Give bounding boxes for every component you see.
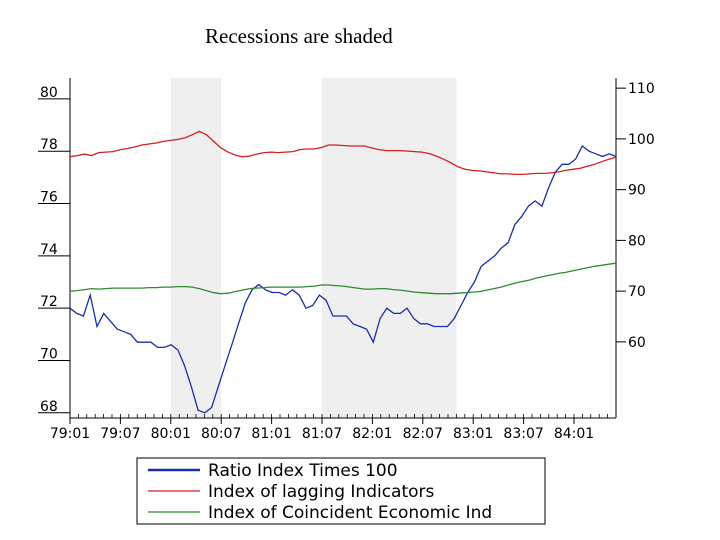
right-axis-tick-label: 90 [628,183,646,199]
series-line-3 [69,262,617,295]
x-tick-label: 81:07 [302,426,342,442]
left-axis-tick-label: 80 [40,85,58,101]
legend-label-3: Index of Coincident Economic Ind [208,503,492,523]
chart-title: Recessions are shaded [205,24,393,48]
right-axis-tick-label: 60 [628,335,646,351]
right-axis-tick-label: 110 [628,81,655,97]
series-line-2 [69,130,617,176]
x-tick-label: 79:07 [100,426,140,442]
recession-band-2 [322,78,457,418]
left-axis-tick-label: 72 [40,294,58,310]
x-tick-label: 80:07 [201,426,241,442]
legend-box [136,457,546,525]
right-axis-tick-label: 70 [628,284,646,300]
series-layer [69,130,617,414]
left-axis-tick-label: 68 [40,399,58,415]
tick-layer: 79:01 79:07 80:01 80:07 81:01 81:07 82:01 82:07… [38,81,655,442]
x-tick-label: 83:07 [503,426,543,442]
legend-label-1: Ratio Index Times 100 [208,461,398,481]
x-tick-label: 82:01 [352,426,392,442]
x-tick-label: 81:01 [251,426,291,442]
left-axis-tick-label: 76 [40,190,58,206]
right-axis-tick-label: 100 [628,132,655,148]
left-axis-tick-label: 70 [40,346,58,362]
left-axis-tick-label: 78 [40,137,58,153]
right-axis-tick-label: 80 [628,233,646,249]
x-tick-label: 82:07 [403,426,443,442]
left-axis-tick-label: 74 [40,242,58,258]
series-line-1 [69,145,617,414]
x-tick-label: 84:01 [554,426,594,442]
x-tick-label: 80:01 [151,426,191,442]
x-tick-label: 79:01 [50,426,90,442]
legend-label-2: Index of lagging Indicators [208,482,435,502]
x-tick-label: 83:01 [453,426,493,442]
recession-band-1 [170,78,222,418]
recession-shading-layer [170,78,457,418]
